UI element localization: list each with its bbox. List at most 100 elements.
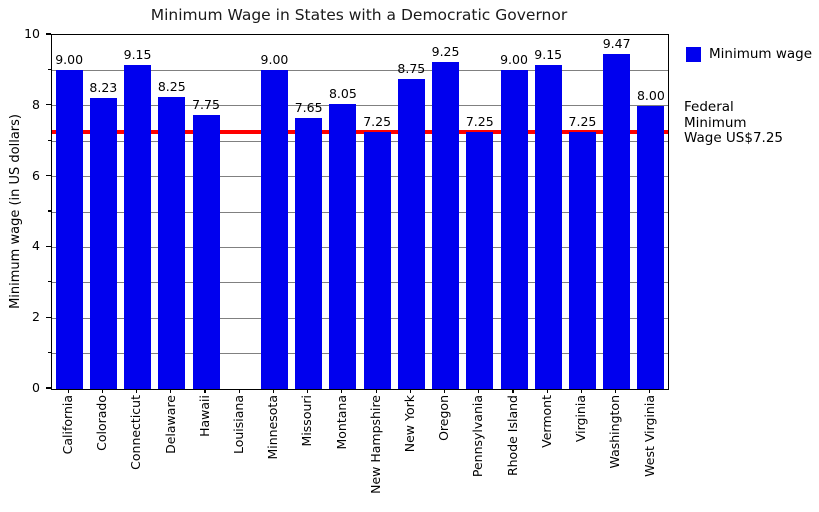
y-tick-7 [47,139,51,141]
x-tick-washington [615,389,617,393]
x-tick-label-missouri: Missouri [291,395,325,507]
bar-value-label-delaware: 8.25 [157,78,186,94]
bar-new-hampshire [363,132,391,389]
y-tick-0 [46,387,51,389]
bar-rhode-island [500,70,528,389]
x-tick-label-colorado: Colorado [85,395,119,507]
y-tick-6 [46,175,51,177]
bar-value-label-west-virginia: 8.00 [636,87,665,103]
legend: Minimum wage [686,46,812,62]
x-tick-delaware [170,389,172,393]
x-tick-label-text: Hawaii [196,395,212,437]
x-tick-california [67,389,69,393]
bar-value-label-hawaii: 7.75 [192,96,220,112]
reference-annotation-line-3: Wage US$7.25 [684,130,784,146]
x-tick-label-west-virginia: West Virginia [633,395,667,507]
y-tick-label-6: 6 [32,167,40,183]
gridline-y-4 [52,246,668,248]
y-axis-tick-labels: 0 2 4 6 8 10 [0,26,44,395]
x-tick-label-pennsylvania: Pennsylvania [462,395,496,507]
bar-hawaii [192,114,220,389]
reference-annotation-line-1: Federal [684,99,734,115]
bar-value-label-oregon: 9.25 [431,43,460,59]
bar-colorado [89,97,117,389]
bar-value-label-vermont: 9.15 [534,47,563,63]
x-tick-label-delaware: Delaware [154,395,188,507]
y-tick-8 [46,104,51,106]
gridline-y-9 [52,69,668,71]
x-tick-colorado [101,389,103,393]
federal-minimum-wage-line [52,130,668,135]
legend-label-minimum-wage: Minimum wage [709,46,813,62]
x-tick-minnesota [272,389,275,393]
y-tick-label-4: 4 [32,238,40,254]
x-tick-west-virginia [649,389,651,393]
bar-oregon [432,61,460,389]
bar-value-label-virginia: 7.25 [568,114,597,130]
gridline-y-7 [52,140,668,142]
x-tick-label-text: New York [402,395,418,453]
y-tick-3 [47,281,51,283]
x-tick-label-hawaii: Hawaii [188,395,222,507]
gridline-y-5 [52,211,668,213]
bar-value-label-connecticut: 9.15 [123,47,152,63]
x-tick-label-vermont: Vermont [530,395,564,507]
x-tick-label-new-hampshire: New Hampshire [359,395,393,507]
x-tick-label-new-york: New York [393,395,427,507]
x-tick-connecticut [135,389,138,393]
x-tick-label-text: Montana [333,395,349,450]
bar-value-label-missouri: 7.65 [294,100,323,116]
x-tick-label-virginia: Virginia [564,395,598,507]
bar-value-label-rhode-island: 9.00 [500,52,528,68]
x-tick-virginia [580,389,583,393]
x-tick-label-minnesota: Minnesota [256,395,290,507]
bar-virginia [568,132,596,389]
gridline-y-2 [52,317,668,319]
x-tick-label-text: Oregon [436,395,452,441]
bar-vermont [534,65,562,389]
y-axis-ticks [45,33,51,389]
x-tick-label-california: California [51,395,85,507]
x-tick-pennsylvania [478,389,480,393]
x-tick-label-text: Missouri [299,395,315,447]
x-tick-label-text: Minnesota [265,395,281,460]
x-tick-label-montana: Montana [325,395,359,507]
bar-value-label-new-hampshire: 7.25 [363,114,392,130]
y-tick-9 [47,68,51,70]
bar-value-label-california: 9.00 [55,52,84,68]
x-tick-oregon [443,389,446,393]
x-tick-louisiana [238,389,240,393]
bar-value-label-montana: 8.05 [328,86,357,102]
x-tick-montana [341,389,343,393]
x-tick-label-text: Pennsylvania [470,395,486,478]
bar-delaware [158,96,186,389]
gridline-y-3 [52,282,668,284]
y-tick-5 [47,210,51,212]
gridline-y-6 [52,176,668,178]
x-tick-label-text: California [59,395,75,455]
x-tick-label-text: New Hampshire [367,395,383,494]
bar-connecticut [124,65,152,389]
x-tick-label-washington: Washington [599,395,633,507]
y-tick-label-10: 10 [24,26,40,41]
bar-west-virginia [637,105,665,389]
x-tick-label-rhode-island: Rhode Island [496,395,530,507]
x-tick-vermont [546,389,548,393]
x-tick-label-text: Virginia [573,395,589,443]
x-tick-rhode-island [512,389,514,393]
x-tick-label-text: Colorado [94,395,110,451]
bar-montana [329,104,357,389]
x-tick-label-text: Washington [607,395,623,469]
bar-value-label-washington: 9.47 [602,35,631,51]
x-tick-hawaii [204,389,206,393]
y-tick-label-2: 2 [32,309,40,325]
y-tick-label-8: 8 [32,96,40,112]
bar-missouri [295,118,323,389]
x-tick-label-connecticut: Connecticut [119,395,153,507]
gridline-y-8 [52,105,668,107]
x-axis-ticks [51,389,667,394]
x-tick-new-york [409,389,411,393]
x-tick-new-hampshire [375,389,377,393]
bar-minnesota [260,70,288,389]
